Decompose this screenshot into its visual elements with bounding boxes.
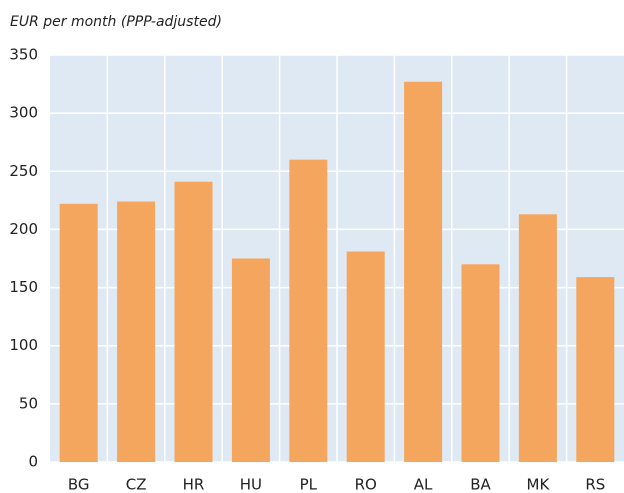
x-tick-label: RS — [585, 476, 605, 493]
y-tick-label: 50 — [19, 394, 38, 412]
x-tick-label: HU — [240, 476, 262, 493]
chart-title: EUR per month (PPP-adjusted) — [10, 14, 222, 30]
bar — [346, 251, 385, 462]
y-tick-label: 200 — [9, 220, 38, 238]
x-tick-label: AL — [414, 476, 433, 493]
y-tick-label: 250 — [9, 162, 38, 180]
y-tick-label: 300 — [9, 104, 38, 122]
x-tick-label: HR — [183, 476, 205, 493]
y-tick-label: 350 — [9, 46, 38, 64]
bar — [59, 203, 98, 463]
y-tick-label: 0 — [28, 453, 38, 471]
x-tick-label: BG — [68, 476, 90, 493]
y-tick-label: 100 — [9, 336, 38, 354]
bar — [117, 201, 156, 462]
x-tick-label: BA — [470, 476, 491, 493]
x-tick-label: MK — [527, 476, 551, 493]
bar — [518, 214, 557, 462]
bar — [231, 258, 270, 462]
bar — [404, 81, 443, 462]
x-tick-label: PL — [300, 476, 318, 493]
x-tick-label: CZ — [126, 476, 147, 493]
bar — [461, 264, 500, 462]
bar — [576, 277, 615, 462]
x-tick-label: RO — [355, 476, 377, 493]
bar — [289, 159, 328, 462]
bar — [174, 181, 213, 462]
y-tick-label: 150 — [9, 278, 38, 296]
